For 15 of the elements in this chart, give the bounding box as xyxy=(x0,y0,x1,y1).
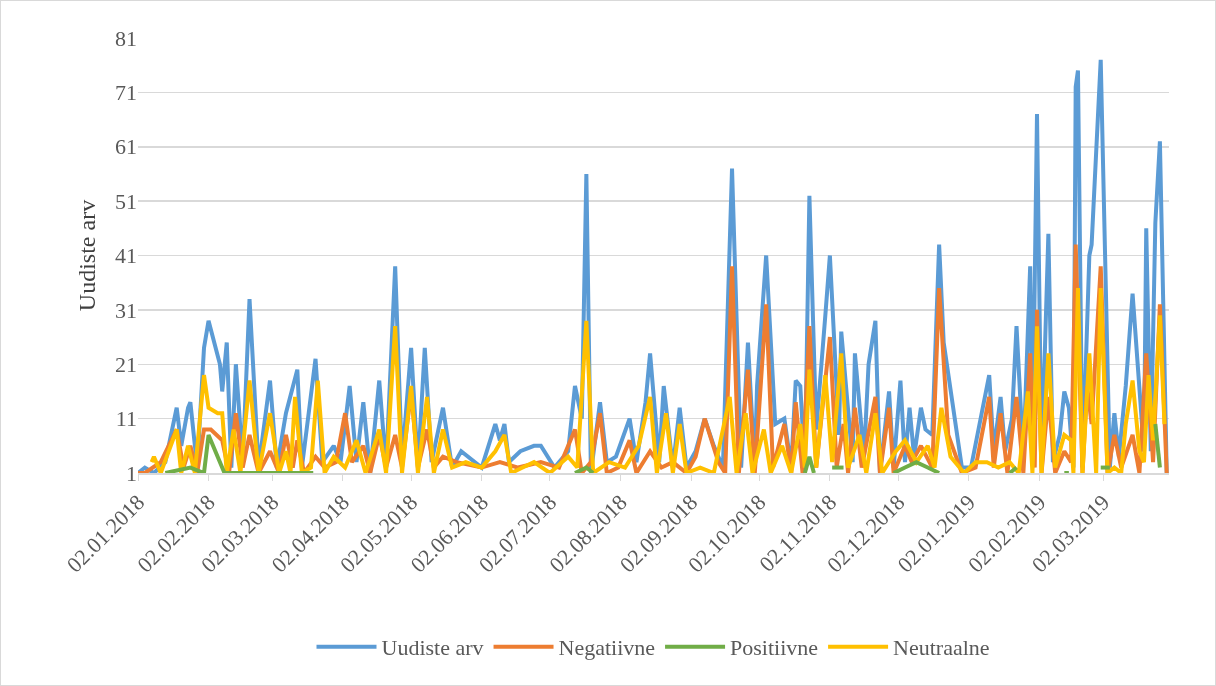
legend-label: Negatiivne xyxy=(558,635,656,661)
y-tick-label: 11 xyxy=(115,406,137,432)
line-series xyxy=(149,286,1167,473)
y-tick-label: 61 xyxy=(115,134,137,160)
y-axis-title: Uudiste arv xyxy=(74,199,101,312)
legend-label: Uudiste arv xyxy=(381,635,484,661)
legend-label: Neutraalne xyxy=(893,635,990,661)
y-tick-label: 51 xyxy=(115,188,137,214)
y-tick-label: 31 xyxy=(115,297,137,323)
y-tick-label: 81 xyxy=(115,25,137,51)
y-tick-label: 1 xyxy=(126,460,137,486)
legend-label: Positiivne xyxy=(730,635,819,661)
y-tick-label: 41 xyxy=(115,243,137,269)
y-tick-label: 21 xyxy=(115,351,137,377)
y-tick-label: 71 xyxy=(115,80,137,106)
